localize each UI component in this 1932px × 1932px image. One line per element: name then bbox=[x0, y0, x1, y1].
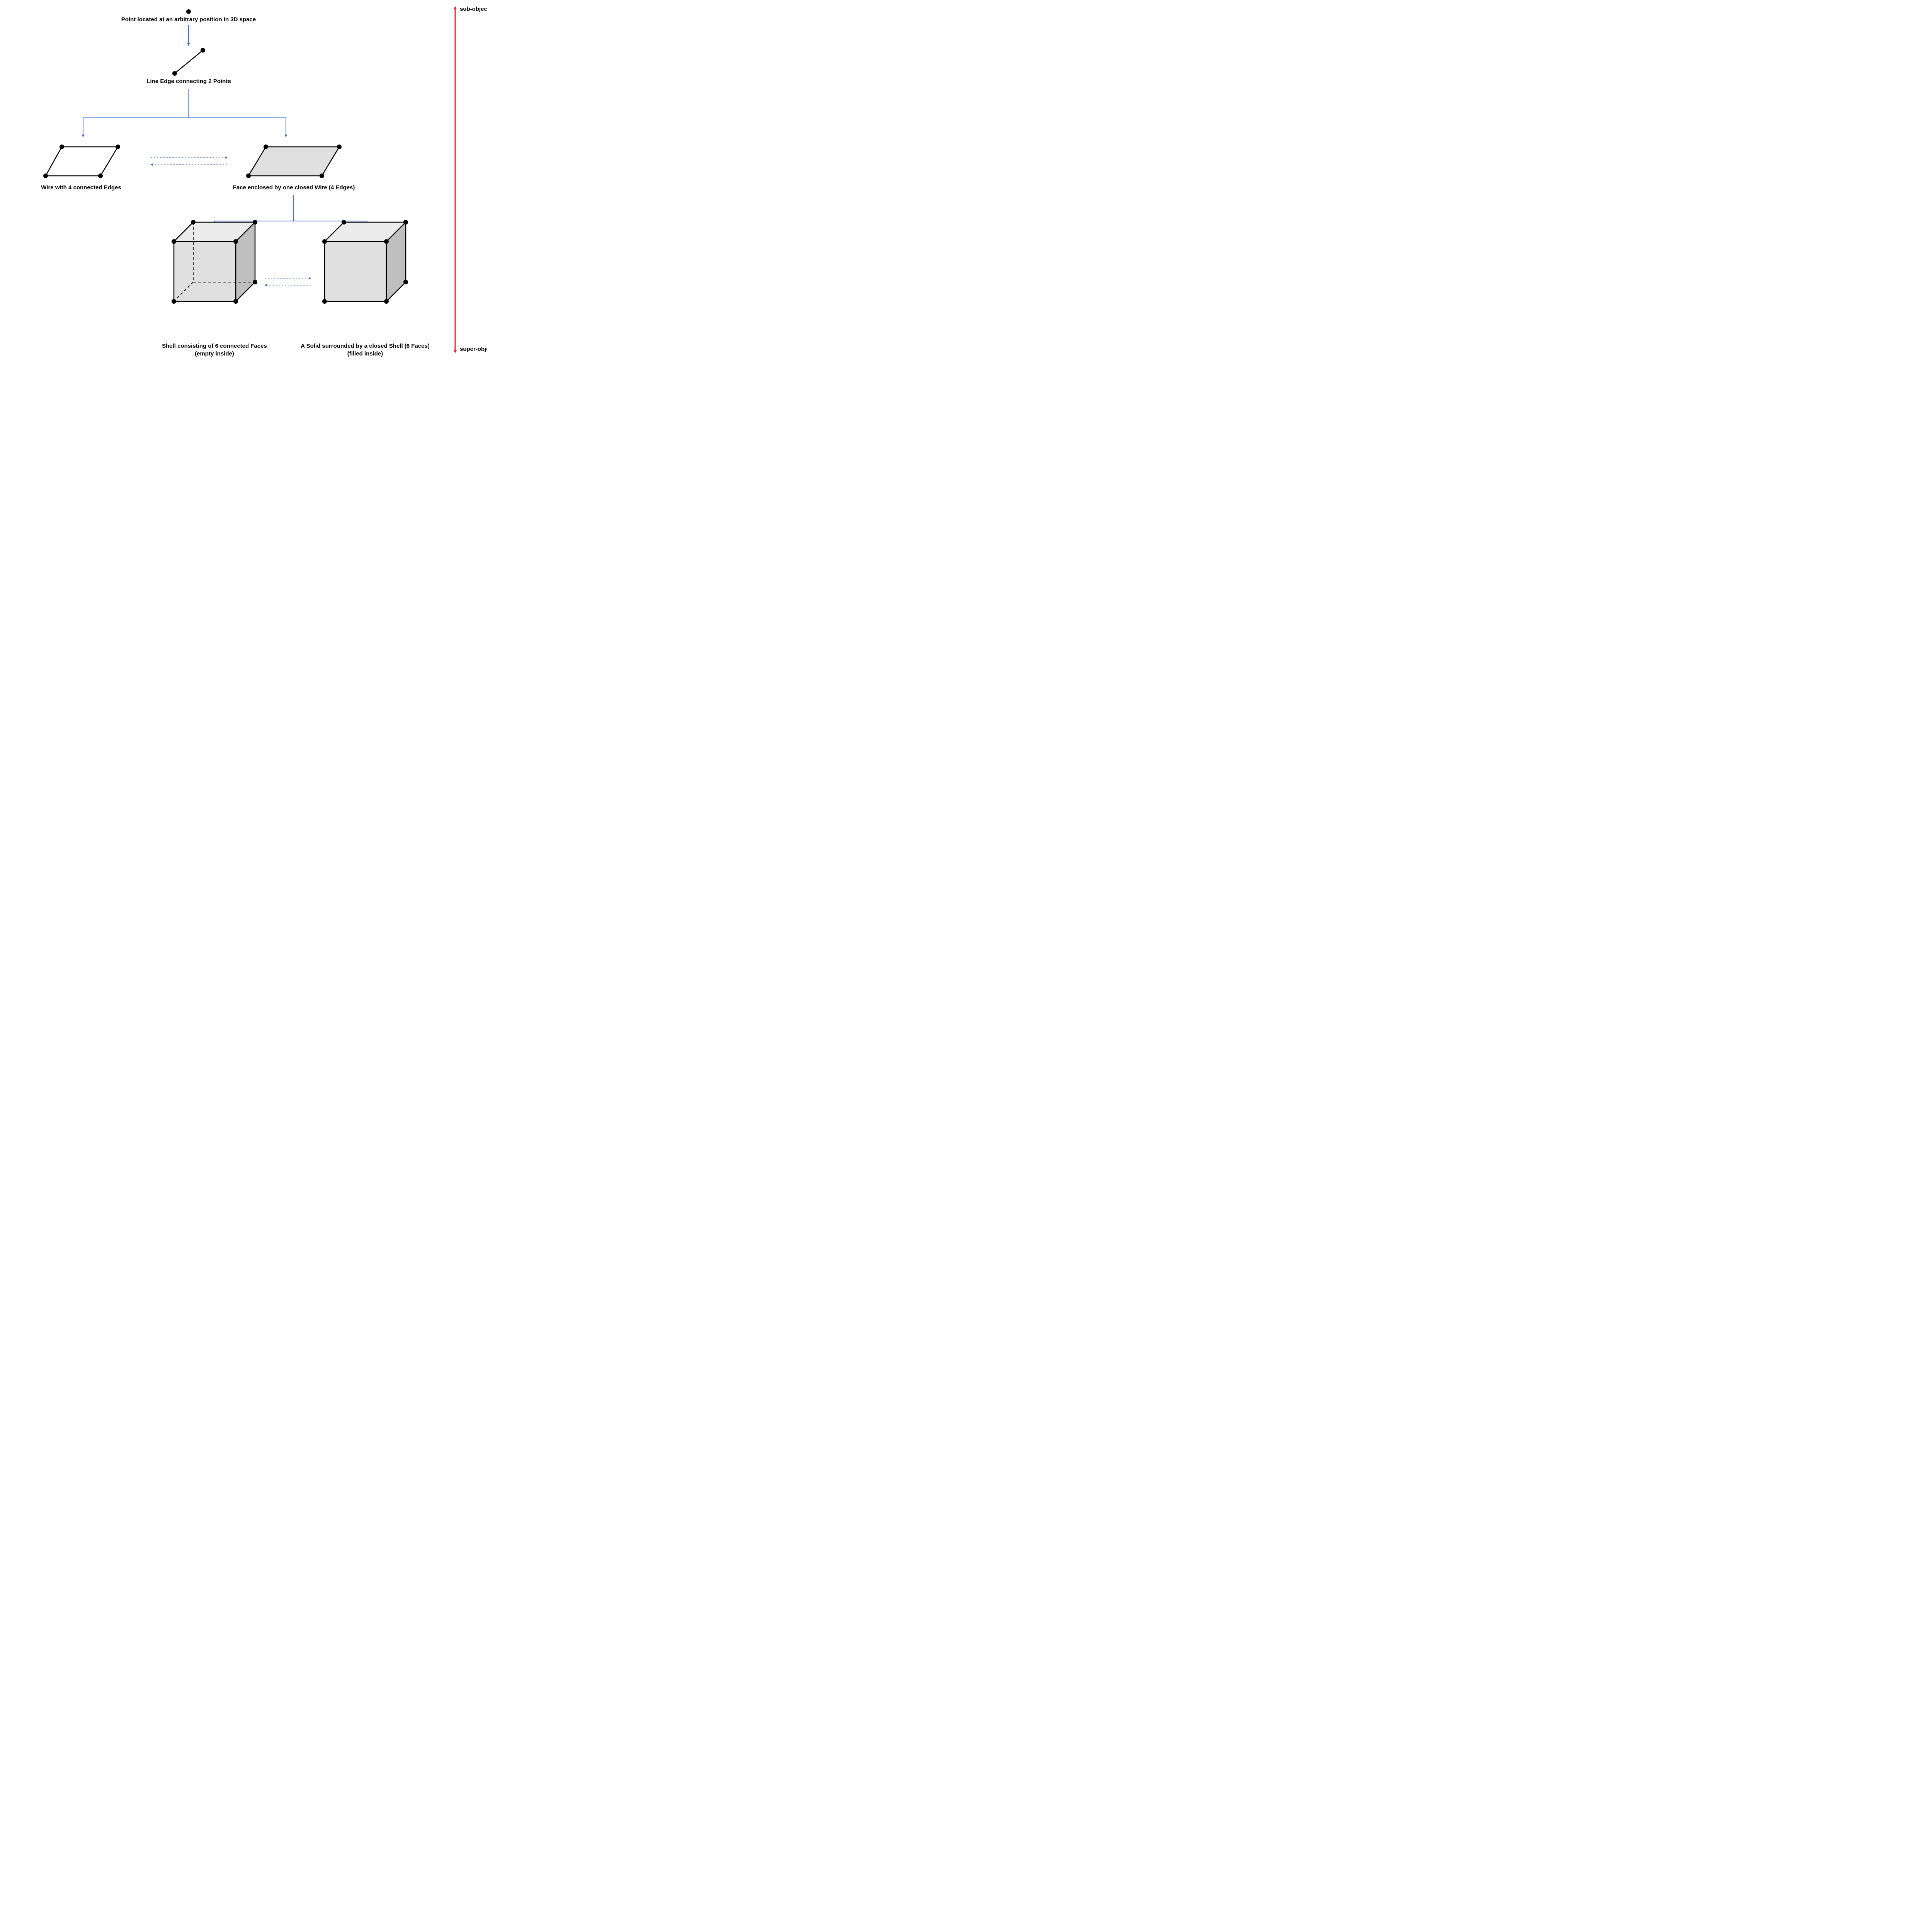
point-caption: Point located at an arbitrary position i… bbox=[121, 16, 256, 23]
cube-vertex-0 bbox=[172, 239, 176, 244]
cube-vertex-6 bbox=[253, 280, 257, 284]
edge-vertex-2 bbox=[201, 48, 205, 53]
cube-vertex-4 bbox=[191, 220, 196, 224]
arrow-edge-to-wire bbox=[83, 89, 189, 137]
wire-caption: Wire with 4 connected Edges bbox=[41, 184, 121, 191]
wire-vertex-4 bbox=[43, 173, 48, 178]
edge-line bbox=[175, 50, 203, 73]
cube-front-face bbox=[174, 242, 236, 301]
shell-caption-line2: (empty inside) bbox=[195, 350, 234, 357]
cube-vertex-3 bbox=[233, 299, 238, 304]
face-vertex-1 bbox=[264, 145, 268, 149]
edge-vertex-1 bbox=[172, 71, 177, 76]
edge-node bbox=[172, 48, 205, 76]
point-vertex bbox=[186, 9, 191, 14]
cube-vertex-4 bbox=[342, 220, 346, 224]
face-caption: Face enclosed by one closed Wire (4 Edge… bbox=[233, 184, 355, 191]
wire-node bbox=[43, 145, 120, 178]
cube-vertex-2 bbox=[322, 299, 327, 304]
cube-vertex-0 bbox=[322, 239, 327, 244]
diagram-canvas: Point located at an arbitrary position i… bbox=[0, 0, 487, 371]
cube-vertex-2 bbox=[172, 299, 176, 304]
wire-outline bbox=[46, 147, 118, 176]
cube-vertex-1 bbox=[233, 239, 238, 244]
super-object-label: super-object bbox=[460, 346, 487, 352]
topology-hierarchy-diagram: Point located at an arbitrary position i… bbox=[0, 0, 1932, 371]
cube-vertex-6 bbox=[403, 280, 408, 284]
arrow-edge-to-face bbox=[189, 89, 286, 137]
face-vertex-4 bbox=[246, 173, 251, 178]
cube-vertex-5 bbox=[403, 220, 408, 224]
sub-object-label: sub-object bbox=[460, 6, 487, 12]
solid-caption-line1: A Solid surrounded by a closed Shell (6 … bbox=[301, 343, 430, 349]
wire-vertex-2 bbox=[116, 145, 120, 149]
edge-caption: Line Edge connecting 2 Points bbox=[146, 78, 231, 85]
shell-node bbox=[172, 220, 257, 304]
face-node bbox=[246, 145, 342, 178]
cube-front-face bbox=[325, 242, 386, 301]
solid-node bbox=[322, 220, 408, 304]
wire-vertex-1 bbox=[60, 145, 64, 149]
face-fill bbox=[248, 147, 339, 176]
face-vertex-3 bbox=[337, 145, 342, 149]
shell-caption-line1: Shell consisting of 6 connected Faces bbox=[162, 343, 267, 349]
point-node bbox=[186, 9, 191, 14]
cube-vertex-1 bbox=[384, 239, 389, 244]
wire-vertex-3 bbox=[98, 173, 103, 178]
cube-vertex-3 bbox=[384, 299, 389, 304]
cube-vertex-5 bbox=[253, 220, 257, 224]
face-vertex-2 bbox=[320, 173, 324, 178]
solid-caption-line2: (filled inside) bbox=[347, 350, 383, 357]
